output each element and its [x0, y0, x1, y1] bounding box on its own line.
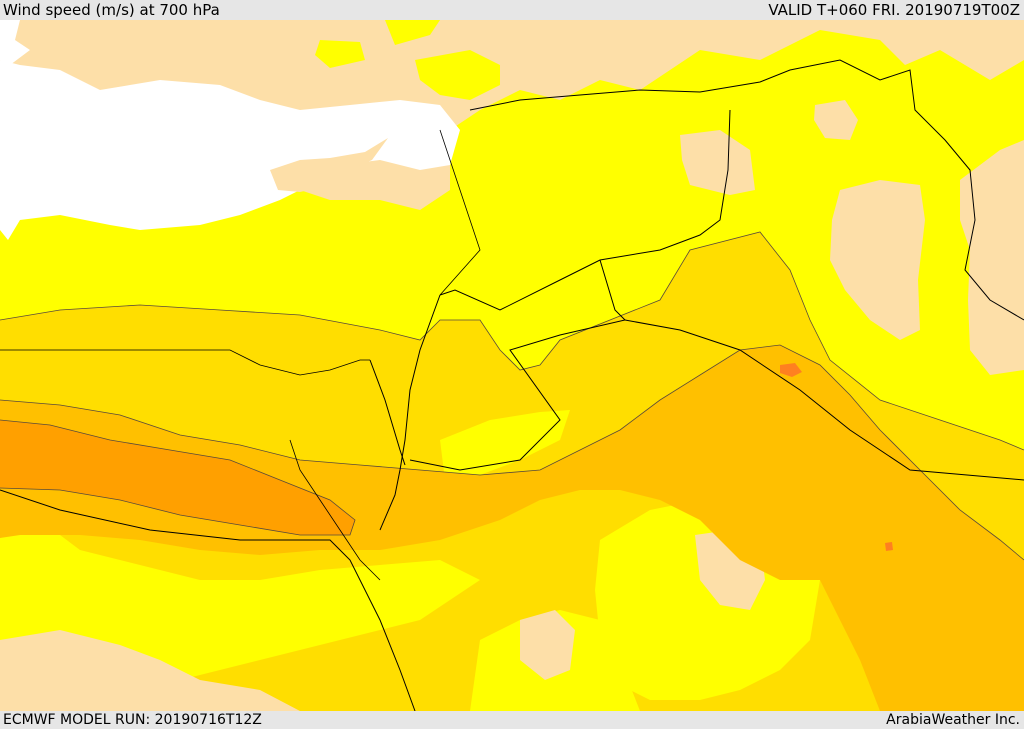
sea-mediterranean — [0, 60, 460, 240]
wind-speed-map — [0, 20, 1024, 711]
coastline — [439, 129, 481, 296]
map-canvas — [0, 20, 1024, 711]
model-run: ECMWF MODEL RUN: 20190716T12Z — [3, 712, 262, 728]
band-low-east-4 — [814, 100, 858, 140]
sea-aegean — [0, 20, 30, 65]
contour-line — [0, 231, 1024, 451]
valid-time: VALID T+060 FRI. 20190719T00Z — [768, 1, 1020, 19]
border-line — [0, 489, 416, 711]
map-header: Wind speed (m/s) at 700 hPa VALID T+060 … — [0, 0, 1024, 20]
country-borders — [0, 59, 1024, 711]
band-low-south-2 — [0, 630, 300, 711]
coastline — [289, 439, 381, 581]
band-low-east-2 — [830, 180, 925, 340]
band-yellow-patch-4 — [440, 410, 570, 480]
contour-line — [0, 344, 1024, 561]
map-title: Wind speed (m/s) at 700 hPa — [3, 1, 220, 19]
band-low-east-3 — [960, 140, 1024, 375]
coastline — [0, 349, 370, 376]
band-yellow-patch-3 — [385, 20, 440, 45]
band-3 — [0, 345, 1024, 711]
band-yellow-patch-1 — [315, 40, 365, 68]
band-yellow-patch-2 — [415, 50, 500, 100]
band-5-spot-1 — [780, 363, 802, 377]
border-line — [369, 359, 406, 466]
border-line — [379, 294, 441, 531]
contour-line — [0, 419, 356, 536]
contour-lines — [0, 231, 1024, 561]
border-line — [409, 259, 626, 471]
band-low-east-1 — [680, 130, 755, 195]
credit: ArabiaWeather Inc. — [886, 712, 1020, 728]
band-low-south-3 — [520, 610, 575, 680]
island-cyprus — [270, 138, 388, 192]
border-line — [439, 109, 731, 311]
band-5-spot-2 — [885, 542, 893, 551]
map-footer: ECMWF MODEL RUN: 20190716T12Z ArabiaWeat… — [0, 711, 1024, 729]
coastlines — [0, 129, 481, 581]
band-4 — [0, 420, 355, 535]
border-line — [469, 59, 1024, 321]
border-line — [624, 319, 1024, 481]
